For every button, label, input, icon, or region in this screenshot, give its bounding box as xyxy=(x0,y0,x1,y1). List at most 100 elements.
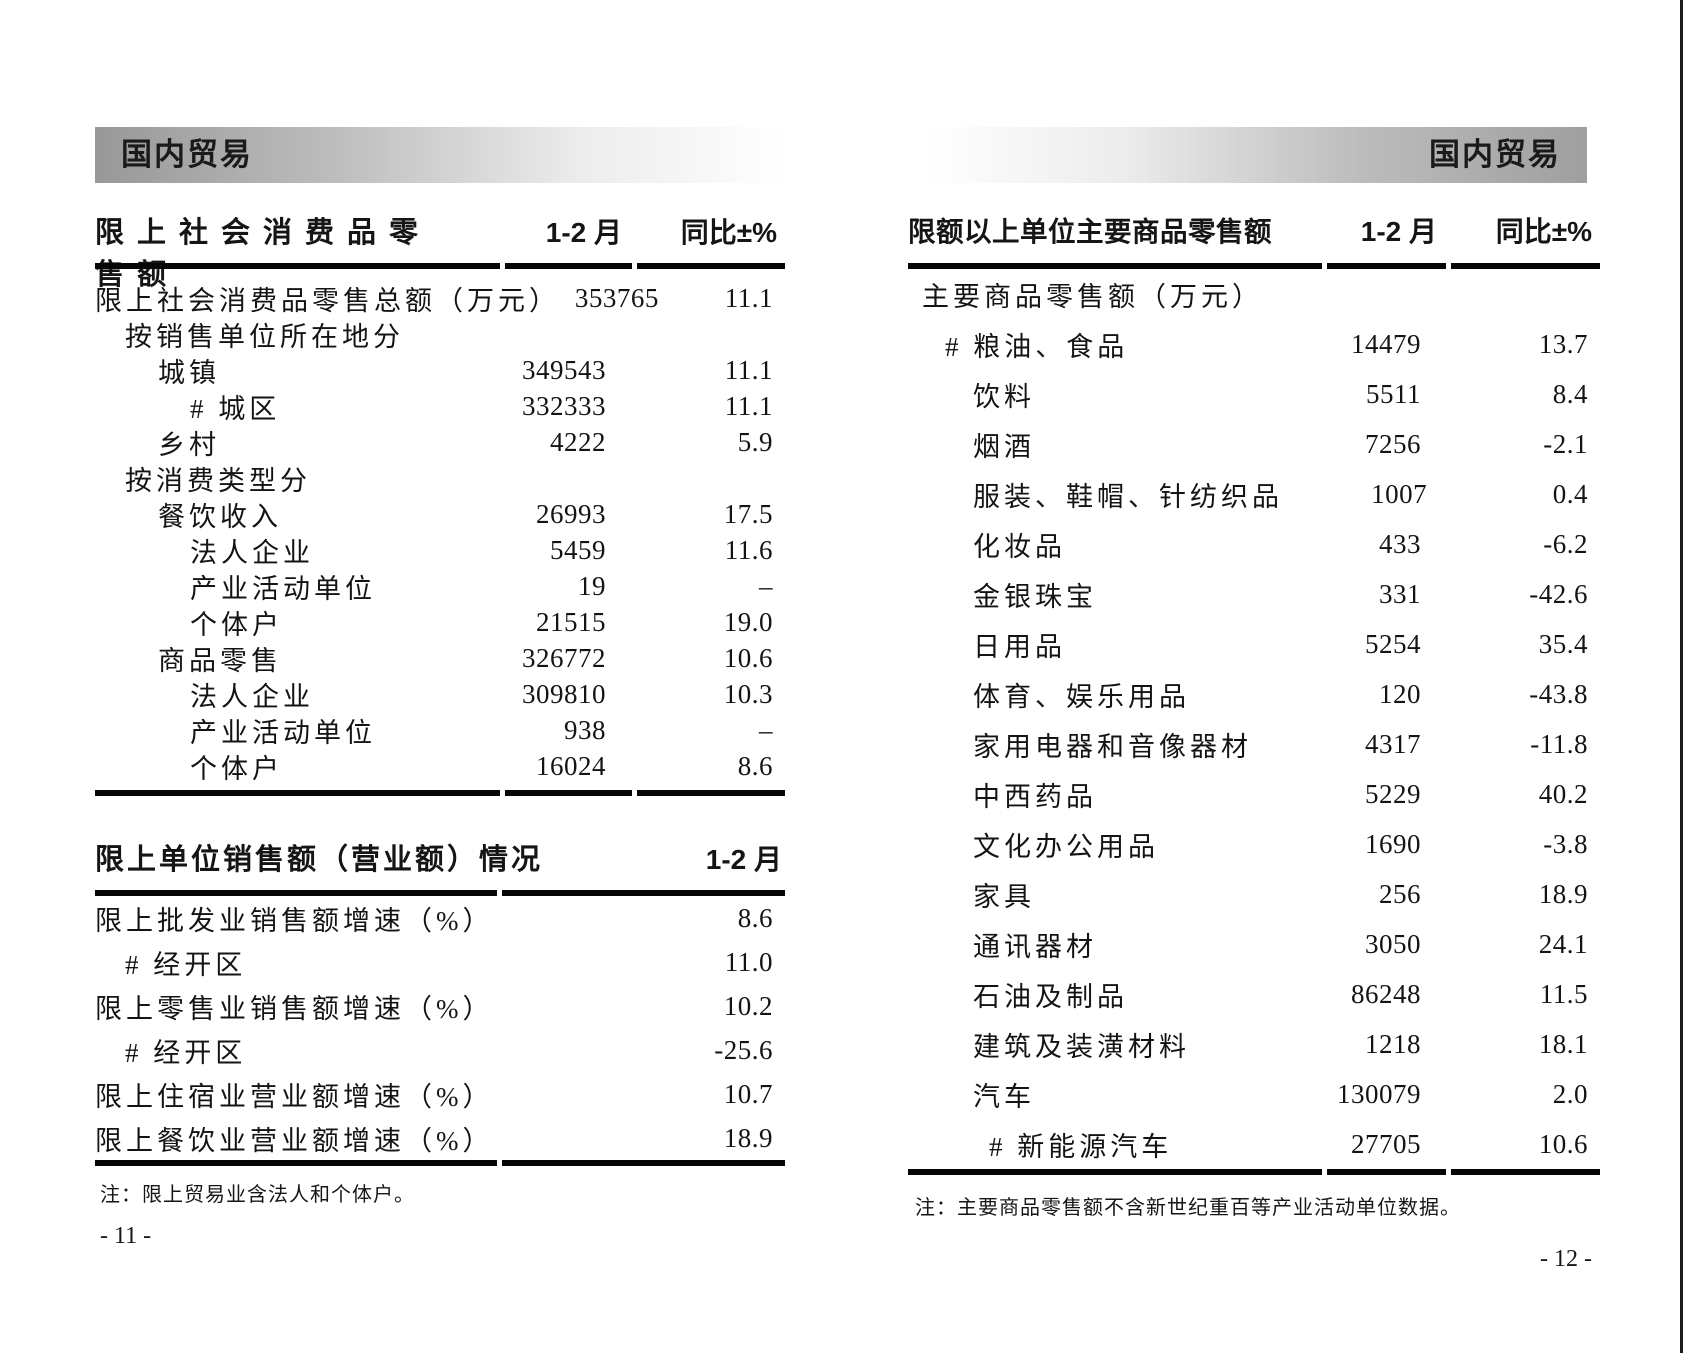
row-label: 文化办公用品 xyxy=(973,831,1159,862)
section-banner: 国内贸易 xyxy=(925,127,1587,183)
row-yoy-percent: 10.6 xyxy=(1538,1128,1588,1159)
row-label: 通讯器材 xyxy=(973,931,1097,962)
row-yoy-percent: -42.6 xyxy=(1529,578,1588,609)
row-yoy-percent: 19.0 xyxy=(723,606,773,637)
table2-top-rule xyxy=(95,890,785,896)
table-row: 限上餐饮业营业额增速（%） 18.9 xyxy=(95,1116,785,1160)
row-label: 法人企业 xyxy=(190,681,314,712)
row-value: 4222 xyxy=(550,426,606,457)
table-row: 建筑及装潢材料 1218 18.1 xyxy=(908,1019,1600,1069)
row-value: 5511 xyxy=(1366,378,1421,409)
table3-title: 限额以上单位主要商品零售额 xyxy=(908,216,1272,247)
row-label: 家具 xyxy=(973,881,1035,912)
table1-bottom-rule xyxy=(95,790,785,796)
row-value: 16024 xyxy=(536,750,606,781)
page-left: 国内贸易 限上社会消费品零售额 1-2 月 同比±% 限上社会消费品零售总额（万… xyxy=(95,127,785,1250)
row-label: 限上零售业销售额增速（%） xyxy=(95,993,494,1024)
row-yoy-percent: 11.1 xyxy=(724,282,773,313)
row-yoy-percent: 11.5 xyxy=(1539,978,1588,1009)
table-row: 中西药品 5229 40.2 xyxy=(908,769,1600,819)
table-row: 家具 256 18.9 xyxy=(908,869,1600,919)
row-value: 21515 xyxy=(536,606,606,637)
row-label: 按消费类型分 xyxy=(125,465,311,496)
table-row: 金银珠宝 331 -42.6 xyxy=(908,569,1600,619)
row-yoy-percent: 13.7 xyxy=(1538,328,1588,359)
row-label: 餐饮收入 xyxy=(158,501,282,532)
section-banner-title: 国内贸易 xyxy=(121,137,253,172)
table-row: 商品零售 326772 10.6 xyxy=(95,640,785,676)
row-value: 331 xyxy=(1379,578,1421,609)
row-yoy-percent: 0.4 xyxy=(1552,478,1588,509)
table-row: 法人企业 309810 10.3 xyxy=(95,676,785,712)
footnote: 注：限上贸易业含法人和个体户。 xyxy=(100,1184,415,1206)
row-label: # 粮油、食品 xyxy=(945,331,1129,362)
row-yoy-percent: 18.1 xyxy=(1538,1028,1588,1059)
table3-col-period: 1-2 月 xyxy=(1360,216,1437,247)
row-label: # 城区 xyxy=(190,393,281,424)
row-value: 5229 xyxy=(1365,778,1421,809)
row-yoy-percent: 11.1 xyxy=(724,390,773,421)
row-value: 10.2 xyxy=(723,990,773,1021)
section-banner-title: 国内贸易 xyxy=(1429,137,1561,172)
row-value: 4317 xyxy=(1365,728,1421,759)
row-label: 体育、娱乐用品 xyxy=(973,681,1190,712)
row-yoy-percent: 18.9 xyxy=(1538,878,1588,909)
row-label: 汽车 xyxy=(973,1081,1035,1112)
row-label: 服装、鞋帽、针纺织品 xyxy=(973,481,1283,512)
table-row: 限上社会消费品零售总额（万元） 353765 11.1 xyxy=(95,280,785,316)
table-row: # 粮油、食品 14479 13.7 xyxy=(908,319,1600,369)
row-value: 130079 xyxy=(1337,1078,1421,1109)
table3-col-yoy: 同比±% xyxy=(1495,216,1592,247)
row-label: 产业活动单位 xyxy=(190,717,376,748)
table-row: 产业活动单位 19 – xyxy=(95,568,785,604)
row-value: 19 xyxy=(578,570,606,601)
row-label: 乡村 xyxy=(158,429,220,460)
table-row: 化妆品 433 -6.2 xyxy=(908,519,1600,569)
row-label: 日用品 xyxy=(973,631,1066,662)
table1-col-period: 1-2 月 xyxy=(545,217,622,248)
table-row: 限上批发业销售额增速（%） 8.6 xyxy=(95,896,785,940)
row-value: 433 xyxy=(1379,528,1421,559)
row-value: 7256 xyxy=(1365,428,1421,459)
table1-col-yoy: 同比±% xyxy=(680,217,777,248)
row-label: 主要商品零售额（万元） xyxy=(922,281,1263,312)
row-label: 个体户 xyxy=(190,753,283,784)
table-row: 文化办公用品 1690 -3.8 xyxy=(908,819,1600,869)
row-value: 3050 xyxy=(1365,928,1421,959)
table-row: 日用品 5254 35.4 xyxy=(908,619,1600,669)
page-scan-edge-line xyxy=(1680,0,1683,1353)
row-value: 11.0 xyxy=(724,946,773,977)
row-label: 中西药品 xyxy=(973,781,1097,812)
row-label: 法人企业 xyxy=(190,537,314,568)
table-row: 按销售单位所在地分 xyxy=(95,316,785,352)
row-value: 349543 xyxy=(522,354,606,385)
table-row: 法人企业 5459 11.6 xyxy=(95,532,785,568)
table2-title: 限上单位销售额（营业额）情况 xyxy=(95,844,544,876)
table3-bottom-rule xyxy=(908,1169,1600,1175)
row-yoy-percent: -43.8 xyxy=(1529,678,1588,709)
table1-header: 限上社会消费品零售额 1-2 月 同比±% xyxy=(95,209,785,291)
row-value: 256 xyxy=(1379,878,1421,909)
row-yoy-percent: – xyxy=(759,714,773,745)
table-row: 石油及制品 86248 11.5 xyxy=(908,969,1600,1019)
row-value: 1690 xyxy=(1365,828,1421,859)
row-label: 城镇 xyxy=(158,357,220,388)
table-row: # 新能源汽车 27705 10.6 xyxy=(908,1119,1600,1169)
row-yoy-percent: 8.6 xyxy=(737,750,773,781)
row-yoy-percent: -11.8 xyxy=(1530,728,1588,759)
row-value: 86248 xyxy=(1351,978,1421,1009)
table2-body: 限上批发业销售额增速（%） 8.6 # 经开区 11.0 限上零售业销售额增速（%） 10… xyxy=(95,896,785,1160)
row-label: # 经开区 xyxy=(125,1037,247,1068)
row-value: 10.7 xyxy=(723,1078,773,1109)
row-label: 建筑及装潢材料 xyxy=(973,1031,1190,1062)
table-row: # 经开区 -25.6 xyxy=(95,1028,785,1072)
table-row: 汽车 130079 2.0 xyxy=(908,1069,1600,1119)
row-label: 限上餐饮业营业额增速（%） xyxy=(95,1125,494,1156)
table1-top-rule xyxy=(95,263,785,269)
row-yoy-percent: – xyxy=(759,570,773,601)
row-yoy-percent: 2.0 xyxy=(1552,1078,1588,1109)
table-row: 饮料 5511 8.4 xyxy=(908,369,1600,419)
row-label: 商品零售 xyxy=(158,645,282,676)
table-row: 城镇 349543 11.1 xyxy=(95,352,785,388)
row-value: 8.6 xyxy=(737,902,773,933)
